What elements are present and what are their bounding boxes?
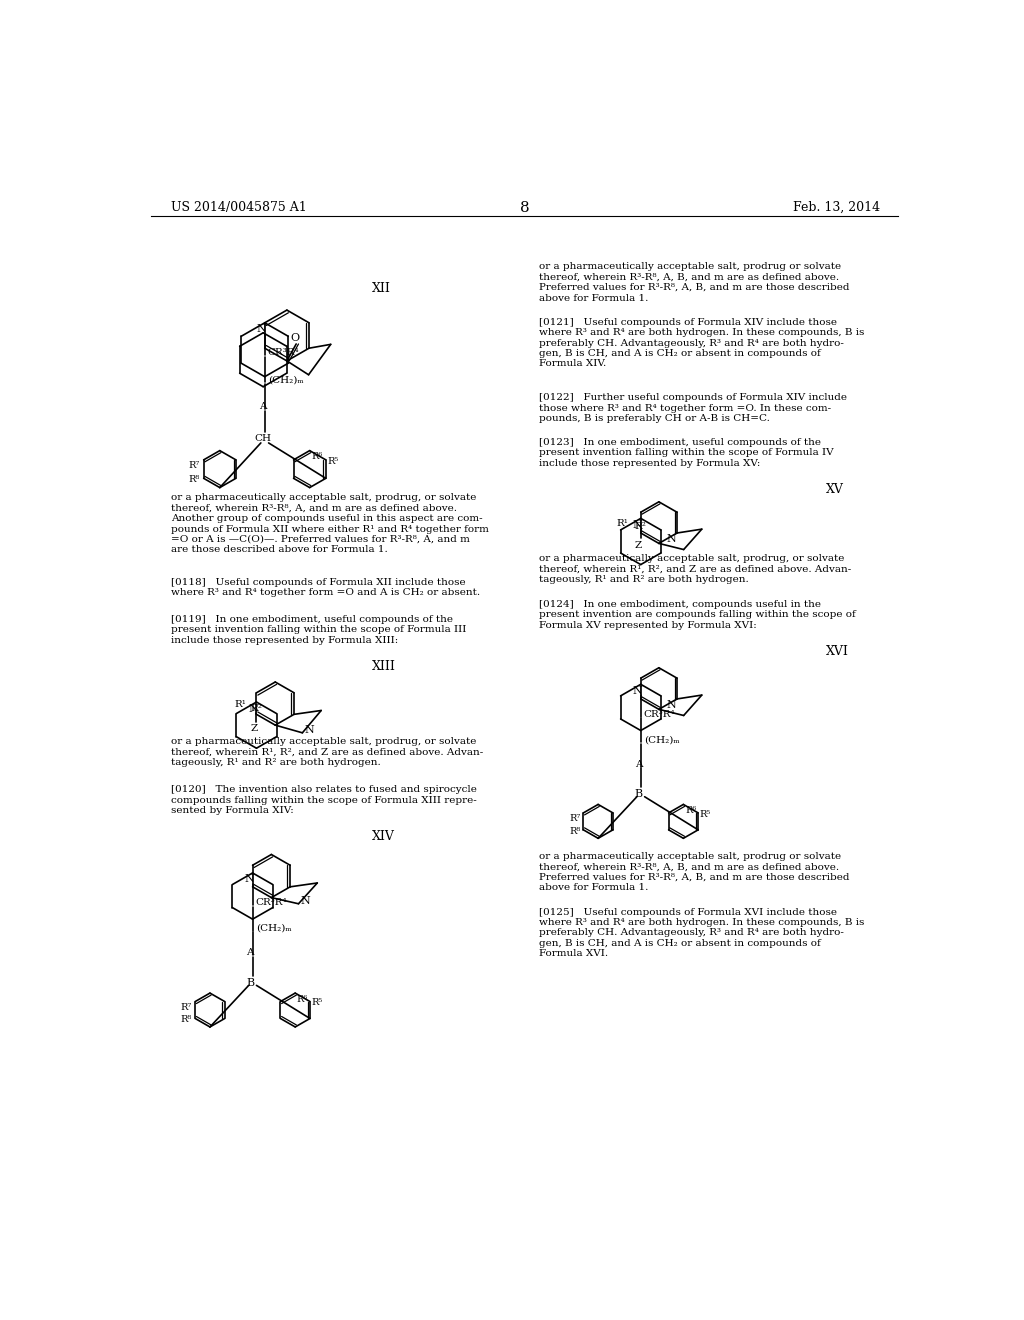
Text: [0118]   Useful compounds of Formula XII include those
where R³ and R⁴ together : [0118] Useful compounds of Formula XII i… xyxy=(171,578,480,598)
Text: (CH₂)ₘ: (CH₂)ₘ xyxy=(256,924,291,933)
Text: 8: 8 xyxy=(520,201,529,215)
Text: or a pharmaceutically acceptable salt, prodrug, or solvate
thereof, wherein R³-R: or a pharmaceutically acceptable salt, p… xyxy=(171,494,488,554)
Text: N: N xyxy=(257,325,266,334)
Text: XV: XV xyxy=(825,483,844,495)
Text: or a pharmaceutically acceptable salt, prodrug, or solvate
thereof, wherein R¹, : or a pharmaceutically acceptable salt, p… xyxy=(171,738,483,767)
Text: R⁶: R⁶ xyxy=(685,807,696,814)
Text: or a pharmaceutically acceptable salt, prodrug or solvate
thereof, wherein R³-R⁸: or a pharmaceutically acceptable salt, p… xyxy=(539,853,849,892)
Text: N: N xyxy=(305,725,314,735)
Text: (CH₂)ₘ: (CH₂)ₘ xyxy=(644,735,680,744)
Text: [0125]   Useful compounds of Formula XVI include those
where R³ and R⁴ are both : [0125] Useful compounds of Formula XVI i… xyxy=(539,908,864,958)
Text: R¹: R¹ xyxy=(234,700,246,709)
Text: CH: CH xyxy=(254,434,271,442)
Text: R⁵: R⁵ xyxy=(311,998,323,1007)
Text: N: N xyxy=(249,704,258,714)
Text: or a pharmaceutically acceptable salt, prodrug, or solvate
thereof, wherein R¹, : or a pharmaceutically acceptable salt, p… xyxy=(539,554,851,583)
Text: [0122]   Further useful compounds of Formula XIV include
those where R³ and R⁴ t: [0122] Further useful compounds of Formu… xyxy=(539,393,847,422)
Text: [0119]   In one embodiment, useful compounds of the
present invention falling wi: [0119] In one embodiment, useful compoun… xyxy=(171,615,466,644)
Text: [0121]   Useful compounds of Formula XIV include those
where R³ and R⁴ are both : [0121] Useful compounds of Formula XIV i… xyxy=(539,318,864,368)
Text: A: A xyxy=(259,403,266,411)
Text: XIII: XIII xyxy=(372,660,396,673)
Text: R⁶: R⁶ xyxy=(297,995,308,1003)
Text: XIV: XIV xyxy=(372,830,395,843)
Text: N: N xyxy=(301,896,310,906)
Text: (CH₂)ₘ: (CH₂)ₘ xyxy=(268,375,303,384)
Text: R⁸: R⁸ xyxy=(569,826,581,836)
Text: N: N xyxy=(633,520,642,529)
Text: [0124]   In one embodiment, compounds useful in the
present invention are compou: [0124] In one embodiment, compounds usef… xyxy=(539,601,855,630)
Text: R⁸: R⁸ xyxy=(181,1015,193,1024)
Text: A: A xyxy=(635,760,642,768)
Text: US 2014/0045875 A1: US 2014/0045875 A1 xyxy=(171,201,306,214)
Text: [0120]   The invention also relates to fused and spirocycle
compounds falling wi: [0120] The invention also relates to fus… xyxy=(171,785,476,814)
Text: R⁸: R⁸ xyxy=(188,475,200,484)
Text: N: N xyxy=(633,686,642,696)
Text: Z: Z xyxy=(251,725,258,734)
Text: R¹: R¹ xyxy=(616,519,628,528)
Text: CR³R⁴: CR³R⁴ xyxy=(644,710,676,718)
Text: N: N xyxy=(245,874,254,884)
Text: CR³R⁴: CR³R⁴ xyxy=(256,899,288,907)
Text: XII: XII xyxy=(372,281,391,294)
Text: R⁶: R⁶ xyxy=(311,453,323,461)
Text: Z: Z xyxy=(635,541,642,549)
Text: A: A xyxy=(247,948,254,957)
Text: R⁵: R⁵ xyxy=(328,457,339,466)
Text: R²: R² xyxy=(635,523,646,531)
Text: R⁵: R⁵ xyxy=(699,810,711,818)
Text: R⁷: R⁷ xyxy=(188,462,200,470)
Text: R⁷: R⁷ xyxy=(181,1003,193,1012)
Text: [0123]   In one embodiment, useful compounds of the
present invention falling wi: [0123] In one embodiment, useful compoun… xyxy=(539,438,834,467)
Text: R²: R² xyxy=(250,704,262,713)
Text: or a pharmaceutically acceptable salt, prodrug or solvate
thereof, wherein R³-R⁸: or a pharmaceutically acceptable salt, p… xyxy=(539,263,849,302)
Text: B: B xyxy=(246,978,254,987)
Text: N: N xyxy=(667,535,677,544)
Text: CR³R⁴: CR³R⁴ xyxy=(268,348,299,358)
Text: B: B xyxy=(634,789,642,799)
Text: O: O xyxy=(290,333,299,343)
Text: R⁷: R⁷ xyxy=(569,814,581,824)
Text: Feb. 13, 2014: Feb. 13, 2014 xyxy=(793,201,880,214)
Text: XVI: XVI xyxy=(825,644,848,657)
Text: N: N xyxy=(667,700,677,710)
